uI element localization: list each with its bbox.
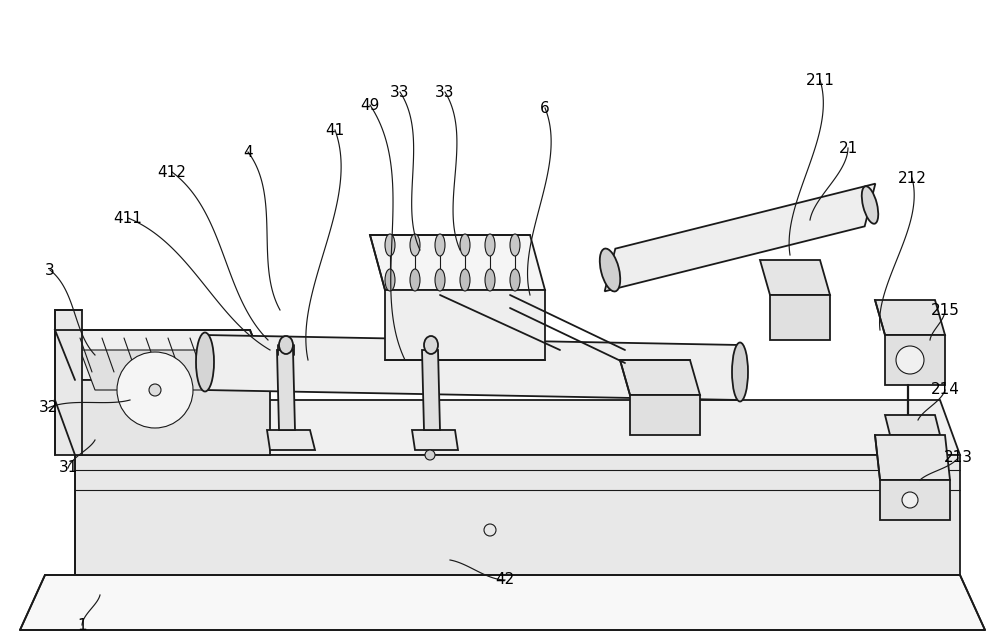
Polygon shape — [385, 290, 545, 360]
Polygon shape — [412, 430, 458, 450]
Ellipse shape — [485, 269, 495, 291]
Ellipse shape — [435, 269, 445, 291]
Polygon shape — [20, 575, 985, 630]
Polygon shape — [422, 350, 440, 430]
Text: 1: 1 — [77, 618, 87, 632]
Text: 3: 3 — [45, 263, 55, 278]
Ellipse shape — [410, 234, 420, 256]
Polygon shape — [880, 480, 950, 520]
Ellipse shape — [460, 234, 470, 256]
Polygon shape — [760, 260, 830, 295]
Text: 41: 41 — [325, 122, 345, 138]
Circle shape — [117, 352, 193, 428]
Ellipse shape — [510, 269, 520, 291]
Text: 4: 4 — [243, 144, 253, 160]
Polygon shape — [75, 455, 960, 575]
Text: 214: 214 — [931, 383, 959, 397]
Ellipse shape — [732, 343, 748, 401]
Polygon shape — [630, 395, 700, 435]
Ellipse shape — [485, 234, 495, 256]
Circle shape — [425, 450, 435, 460]
Polygon shape — [205, 335, 740, 400]
Circle shape — [896, 346, 924, 374]
Polygon shape — [885, 335, 945, 385]
Text: 412: 412 — [158, 164, 186, 180]
Ellipse shape — [510, 234, 520, 256]
Ellipse shape — [385, 234, 395, 256]
Text: 49: 49 — [360, 97, 380, 113]
Polygon shape — [75, 380, 270, 455]
Text: 33: 33 — [390, 84, 410, 100]
Polygon shape — [620, 360, 700, 395]
Ellipse shape — [600, 249, 620, 292]
Circle shape — [149, 384, 161, 396]
Polygon shape — [885, 415, 940, 435]
Polygon shape — [277, 350, 295, 430]
Ellipse shape — [385, 269, 395, 291]
Ellipse shape — [196, 332, 214, 392]
Ellipse shape — [460, 269, 470, 291]
Text: 33: 33 — [435, 84, 455, 100]
Polygon shape — [770, 295, 830, 340]
Text: 31: 31 — [58, 460, 78, 475]
Text: 21: 21 — [838, 140, 858, 155]
Polygon shape — [370, 235, 545, 290]
Polygon shape — [267, 430, 315, 450]
Polygon shape — [55, 330, 270, 380]
Polygon shape — [875, 435, 950, 480]
Polygon shape — [80, 350, 255, 390]
Ellipse shape — [435, 234, 445, 256]
Circle shape — [902, 492, 918, 508]
Text: 212: 212 — [898, 171, 926, 185]
Text: 411: 411 — [114, 211, 142, 225]
Text: 32: 32 — [38, 401, 58, 415]
Text: 6: 6 — [540, 100, 550, 115]
Text: 213: 213 — [944, 451, 972, 466]
Polygon shape — [875, 300, 945, 335]
Text: 42: 42 — [495, 573, 515, 587]
Text: 215: 215 — [931, 303, 959, 317]
Ellipse shape — [424, 336, 438, 354]
Ellipse shape — [410, 269, 420, 291]
Text: 211: 211 — [806, 73, 834, 88]
Ellipse shape — [279, 336, 293, 354]
Polygon shape — [605, 184, 875, 291]
Polygon shape — [55, 400, 960, 455]
Polygon shape — [55, 310, 82, 455]
Ellipse shape — [862, 186, 878, 223]
